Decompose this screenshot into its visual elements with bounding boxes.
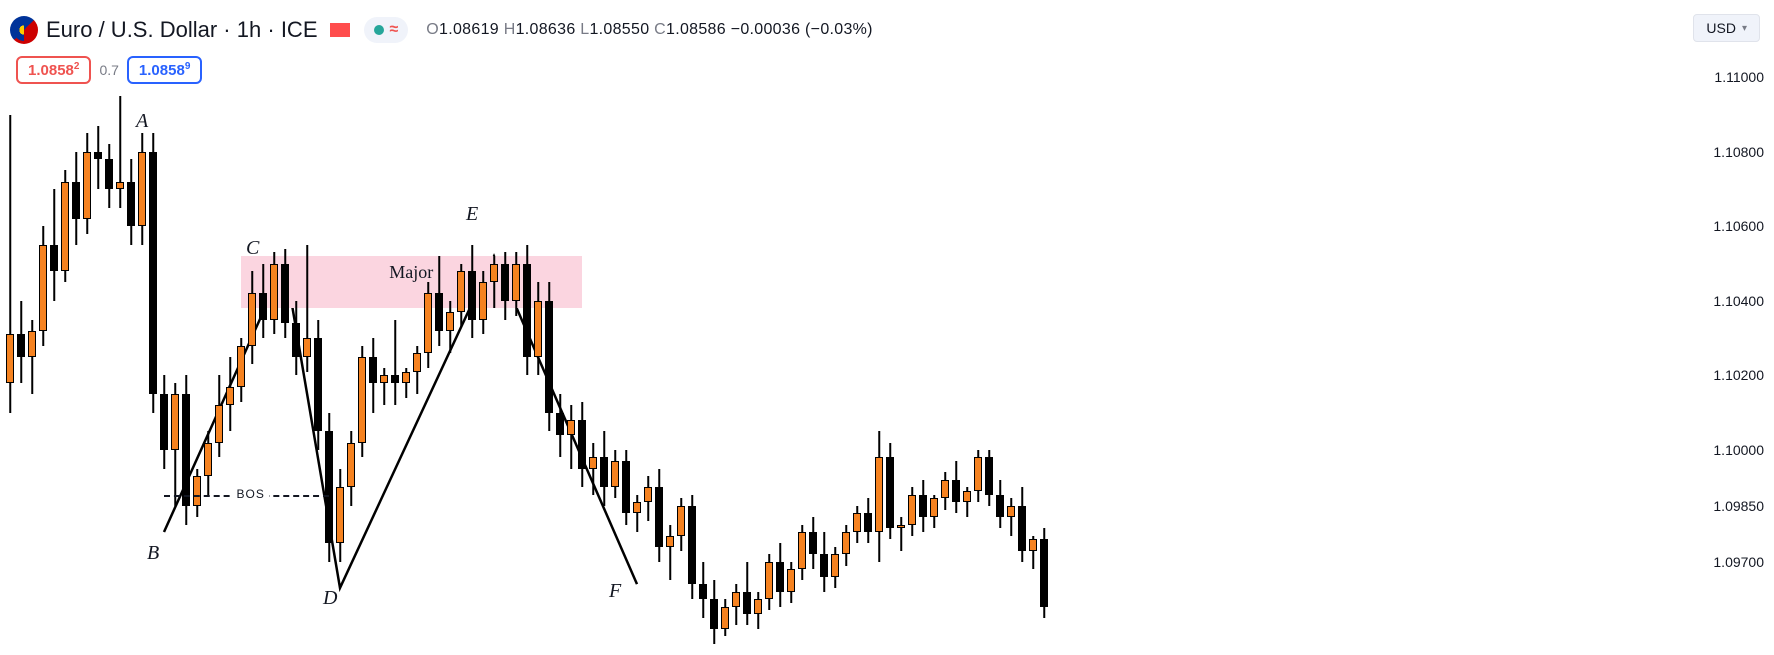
o-label: O xyxy=(426,21,439,38)
point-label-a: A xyxy=(136,110,148,133)
bos-label: BOS xyxy=(233,487,269,501)
y-tick: 1.10400 xyxy=(1713,293,1764,309)
currency-label: USD xyxy=(1706,20,1736,36)
c-value: 1.08586 xyxy=(666,21,726,38)
o-value: 1.08619 xyxy=(439,21,499,38)
y-tick: 1.10600 xyxy=(1713,218,1764,234)
change: −0.00036 xyxy=(731,21,801,38)
l-value: 1.08550 xyxy=(589,21,649,38)
c-label: C xyxy=(654,21,666,38)
approx-icon: ≈ xyxy=(390,21,399,39)
y-tick: 1.10000 xyxy=(1713,442,1764,458)
point-label-d: D xyxy=(323,587,337,610)
y-tick: 1.09700 xyxy=(1713,554,1764,570)
interval: 1h xyxy=(237,17,261,42)
ohlc-block: O1.08619 H1.08636 L1.08550 C1.08586 −0.0… xyxy=(426,21,873,39)
point-label-c: C xyxy=(246,237,259,260)
symbol-name: Euro / U.S. Dollar xyxy=(46,17,217,42)
y-tick: 1.10800 xyxy=(1713,144,1764,160)
exchange: ICE xyxy=(281,17,318,42)
flag-icon xyxy=(330,23,350,37)
y-tick: 1.11000 xyxy=(1714,69,1764,85)
y-axis[interactable]: 1.11000 1.10800 1.10600 1.10400 1.10200 1.100… xyxy=(1684,40,1764,655)
chevron-down-icon: ▾ xyxy=(1742,23,1747,34)
chart-canvas[interactable]: Major BOS A B C D E F xyxy=(0,40,1684,655)
change-pct: (−0.03%) xyxy=(805,21,873,38)
point-label-f: F xyxy=(609,580,621,603)
market-open-dot xyxy=(374,25,384,35)
y-tick: 1.09850 xyxy=(1713,498,1764,514)
y-tick: 1.10200 xyxy=(1713,367,1764,383)
currency-selector[interactable]: USD ▾ xyxy=(1693,14,1760,42)
point-label-b: B xyxy=(147,542,159,565)
h-label: H xyxy=(504,21,516,38)
h-value: 1.08636 xyxy=(516,21,576,38)
point-label-e: E xyxy=(466,203,478,226)
zone-label: Major xyxy=(389,262,433,283)
